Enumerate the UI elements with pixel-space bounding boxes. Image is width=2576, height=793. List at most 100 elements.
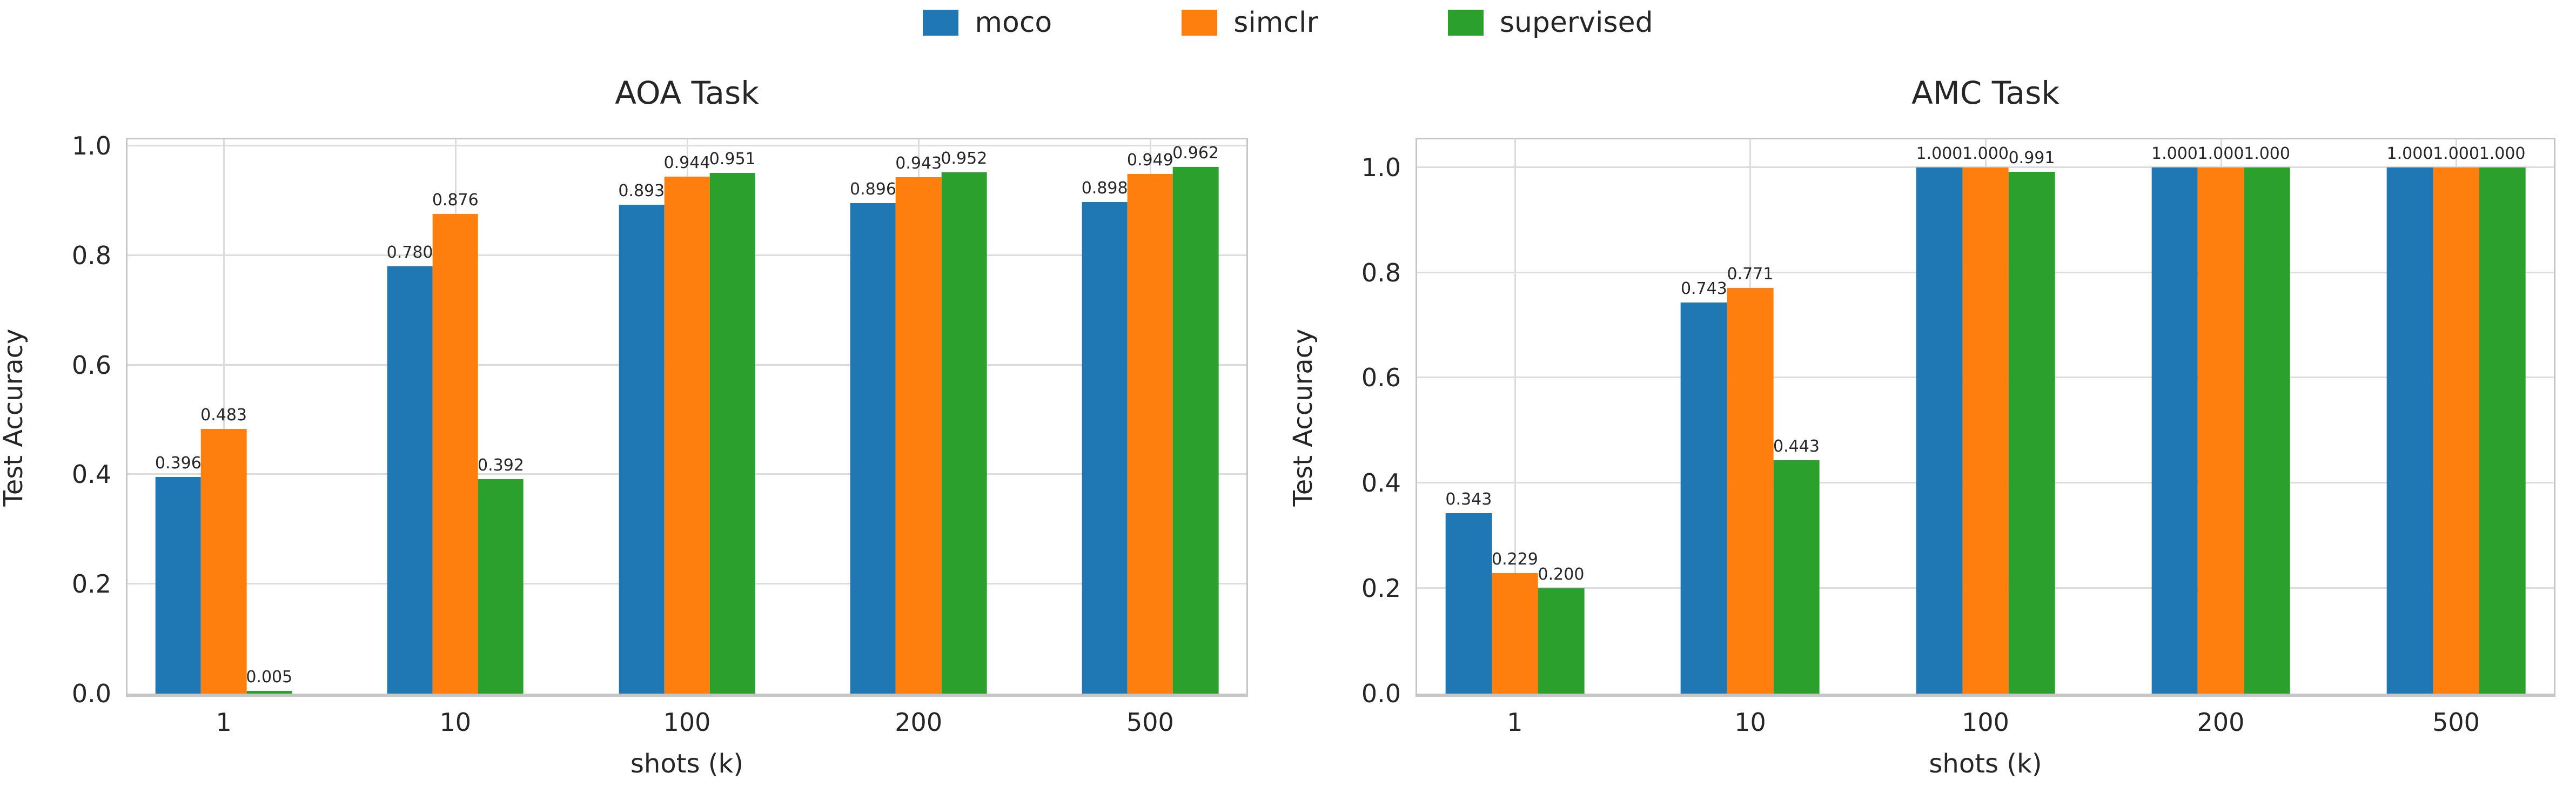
legend-item-supervised: supervised: [1447, 6, 1653, 39]
bar-group: 0.780 0.876 0.392: [387, 139, 524, 694]
bar-moco: 1.000: [2387, 145, 2433, 694]
bar-group: 1.000 1.000 1.000: [2387, 139, 2526, 694]
legend-label: simclr: [1233, 6, 1318, 39]
y-tick-label: 0.4: [1361, 468, 1401, 498]
x-tick-label: 100: [1962, 708, 2009, 737]
bar-moco: 0.893: [618, 183, 665, 694]
x-tick-label: 500: [2432, 708, 2480, 737]
bar-moco: 0.780: [387, 245, 433, 694]
legend-swatch-supervised: [1447, 10, 1484, 36]
y-tick-label: 0.8: [1361, 258, 1401, 287]
bar-value-label: 0.343: [1445, 489, 1492, 509]
bar-group: 0.893 0.944 0.951: [618, 139, 756, 694]
bar-moco: 1.000: [1916, 145, 1962, 694]
bar-moco: 0.898: [1082, 180, 1128, 694]
y-axis-label: Test Accuracy: [1288, 328, 1318, 506]
x-tick-label: 200: [2197, 708, 2245, 737]
bar-value-label: 1.000: [2433, 144, 2479, 163]
bar-supervised: 0.392: [478, 457, 524, 694]
bar-value-label: 0.991: [2008, 149, 2055, 168]
bar-supervised: 0.962: [1172, 145, 1219, 694]
bar-value-label: 1.000: [2386, 144, 2433, 163]
bar-value-label: 0.743: [1680, 279, 1727, 299]
bar-value-label: 0.951: [709, 149, 756, 169]
bar-value-label: 0.896: [850, 179, 896, 199]
bar-value-label: 1.000: [2244, 144, 2290, 163]
bar-supervised: 0.005: [246, 669, 292, 694]
aoa-task-chart: AOA Task Test Accuracy 0.0 0.2 0.4 0.6 0.8 1.…: [0, 77, 1248, 777]
plot-area: 0.0 0.2 0.4 0.6 0.8 1.0 1 0.343 0.229 0.200 10 0.74…: [1361, 138, 2555, 735]
bar-moco: 0.343: [1445, 491, 1492, 694]
chart-legend: moco simclr supervised: [0, 9, 2576, 37]
chart-title: AOA Task: [615, 75, 759, 111]
bar-value-label: 0.392: [478, 455, 524, 475]
x-tick-label: 200: [895, 708, 943, 737]
bar-moco: 0.896: [850, 181, 896, 694]
amc-task-chart: AMC Task Test Accuracy 0.0 0.2 0.4 0.6 0.8 1.…: [1288, 77, 2555, 777]
bar-group: 1.000 1.000 0.991: [1916, 139, 2055, 694]
bar-simclr: 1.000: [2198, 145, 2244, 694]
bar-moco: 0.396: [155, 455, 202, 694]
x-axis-label: shots (k): [630, 749, 744, 779]
bar-value-label: 1.000: [1916, 144, 1963, 163]
bar-value-label: 0.898: [1081, 178, 1128, 198]
bar-value-label: 1.000: [2151, 144, 2198, 163]
legend-swatch-moco: [923, 10, 959, 36]
bar-simclr: 0.944: [664, 154, 710, 694]
y-tick-label: 0.2: [1361, 574, 1401, 603]
bar-supervised: 1.000: [2244, 145, 2290, 694]
y-tick-label: 1.0: [71, 131, 111, 161]
y-tick-label: 0.2: [71, 569, 111, 599]
bar-group: 0.898 0.949 0.962: [1082, 139, 1219, 694]
y-tick-label: 0.8: [71, 240, 111, 270]
chart-title: AMC Task: [1911, 75, 2060, 111]
bar-moco: 1.000: [2151, 145, 2198, 694]
legend-item-simclr: simclr: [1182, 9, 1318, 37]
bar-value-label: 0.780: [386, 243, 433, 263]
bar-simclr: 0.949: [1127, 152, 1173, 694]
bar-value-label: 0.949: [1126, 150, 1173, 170]
bar-value-label: 0.944: [663, 153, 710, 172]
bar-supervised: 0.991: [2009, 150, 2055, 694]
legend-swatch-simclr: [1182, 10, 1218, 36]
bar-supervised: 1.000: [2479, 145, 2526, 694]
x-tick-label: 500: [1126, 708, 1174, 737]
bar-value-label: 0.962: [1172, 143, 1219, 163]
bar-value-label: 0.396: [155, 453, 202, 473]
bar-simclr: 0.876: [432, 192, 479, 694]
bar-value-label: 0.200: [1538, 565, 1585, 584]
bar-value-label: 0.771: [1727, 264, 1774, 284]
x-tick-label: 10: [1734, 708, 1766, 737]
legend-label: supervised: [1499, 6, 1653, 39]
y-tick-label: 0.6: [1361, 363, 1401, 393]
bar-value-label: 0.943: [895, 153, 942, 173]
x-axis-label: shots (k): [1929, 749, 2042, 779]
x-tick-label: 10: [439, 708, 472, 737]
bar-supervised: 0.443: [1773, 439, 1820, 694]
bar-simclr: 0.771: [1727, 266, 1773, 694]
bar-value-label: 1.000: [2197, 144, 2244, 163]
bar-group: 0.743 0.771 0.443: [1681, 139, 1820, 694]
bar-supervised: 0.200: [1538, 567, 1584, 694]
y-axis-label: Test Accuracy: [0, 328, 29, 506]
plot-area: 0.0 0.2 0.4 0.6 0.8 1.0 1 0.396 0.483 0.005 10 0.78…: [72, 133, 1248, 735]
gridline-vertical: [1514, 139, 1516, 694]
bar-value-label: 1.000: [1962, 144, 2009, 163]
y-tick-label: 0.6: [71, 350, 111, 380]
bar-group: 0.396 0.483 0.005: [155, 139, 292, 694]
bar-supervised: 0.951: [709, 151, 756, 694]
gridline-vertical: [223, 139, 225, 694]
legend-label: moco: [975, 6, 1052, 39]
bar-simclr: 1.000: [1962, 145, 2009, 694]
y-tick-label: 0.0: [1361, 679, 1401, 708]
bar-simclr: 0.943: [895, 155, 942, 694]
bar-value-label: 0.443: [1773, 437, 1820, 456]
y-tick-label: 1.0: [1361, 152, 1401, 182]
bar-value-label: 0.483: [200, 406, 247, 425]
bar-group: 0.343 0.229 0.200: [1445, 139, 1584, 694]
x-tick-label: 1: [216, 708, 232, 737]
bar-value-label: 0.876: [432, 190, 479, 210]
bar-value-label: 0.952: [941, 149, 988, 168]
bar-simclr: 0.483: [200, 407, 247, 694]
bar-value-label: 1.000: [2479, 144, 2526, 163]
